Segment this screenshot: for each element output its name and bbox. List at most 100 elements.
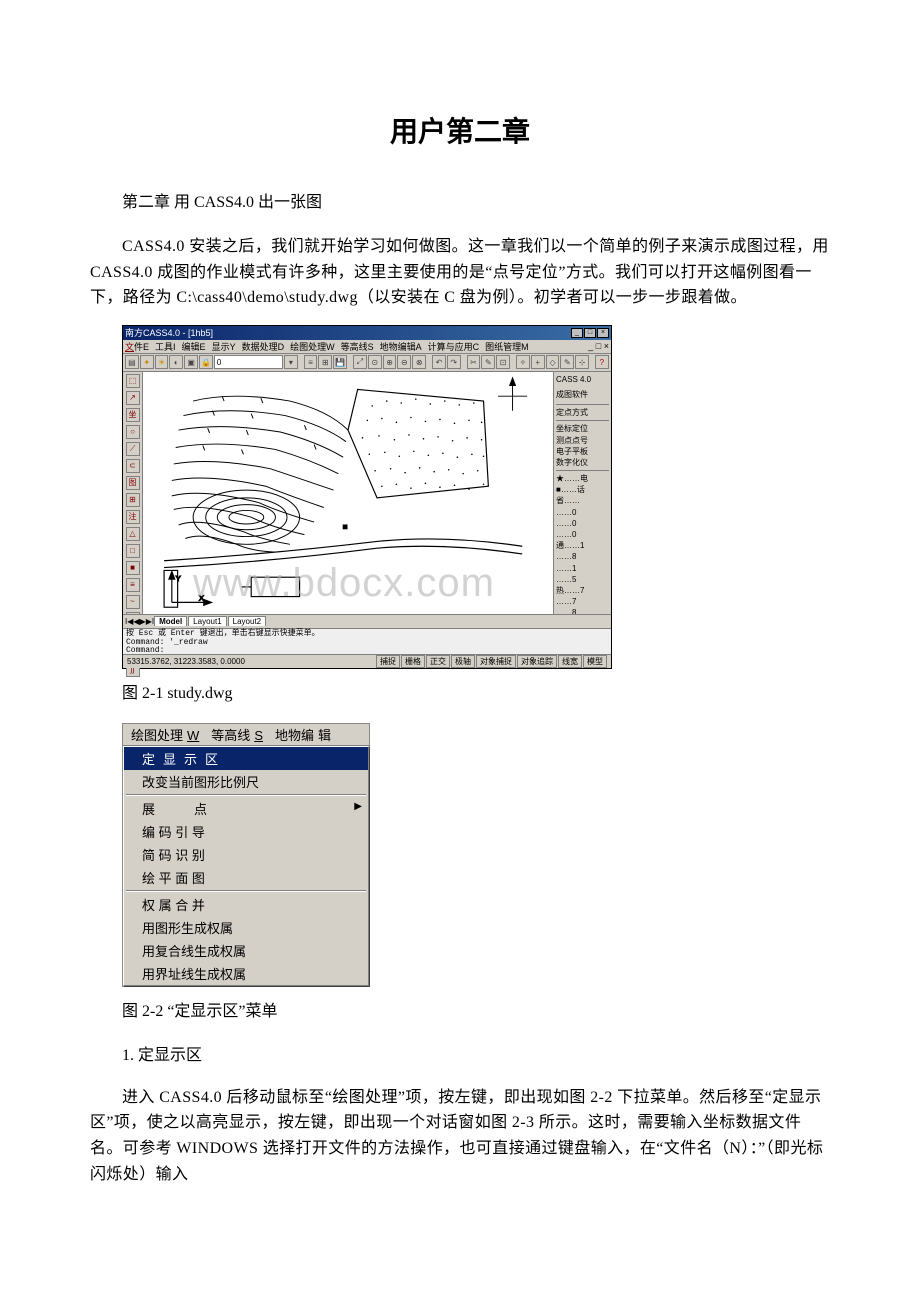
right-item[interactable]: 坐标定位 — [556, 423, 609, 434]
right-item[interactable]: 省…… — [556, 495, 609, 506]
status-lwt[interactable]: 线宽 — [558, 655, 582, 668]
command-area[interactable]: 按 Esc 或 Enter 键退出，单击右键显示快捷菜单。 Command: '… — [123, 628, 611, 654]
tab-layout1[interactable]: Layout1 — [188, 616, 226, 626]
right-item[interactable]: ……0 — [556, 529, 609, 540]
minimize-button[interactable]: _ — [571, 328, 583, 338]
mdi-min[interactable]: _ — [588, 341, 593, 351]
tb-lock-icon[interactable]: 🔒 — [199, 355, 213, 369]
status-ortho[interactable]: 正交 — [426, 655, 450, 668]
tb-save-icon[interactable]: 💾 — [333, 355, 347, 369]
right-item[interactable]: 数字化仪 — [556, 457, 609, 468]
menu-calc[interactable]: 计算与应用C — [428, 340, 480, 353]
lt-icon[interactable]: △ — [126, 527, 140, 541]
right-item[interactable]: ……0 — [556, 507, 609, 518]
lt-icon[interactable]: ○ — [126, 425, 140, 439]
menu-edit[interactable]: 编辑E — [182, 340, 206, 353]
lt-icon[interactable]: □ — [126, 544, 140, 558]
lt-icon[interactable]: ⊞ — [126, 493, 140, 507]
drawing-canvas[interactable]: Y X www.bdocx.com — [143, 372, 553, 614]
menu-item-draw-plan[interactable]: 绘 平 面 图 — [124, 866, 368, 889]
tb-icon[interactable]: ⊕ — [383, 355, 397, 369]
status-osnap[interactable]: 对象捕捉 — [476, 655, 516, 668]
right-item[interactable]: ……7 — [556, 596, 609, 607]
menu-item-code-guide[interactable]: 编 码 引 导 — [124, 820, 368, 843]
mdi-close[interactable]: × — [604, 341, 609, 351]
lt-icon[interactable]: ■ — [126, 561, 140, 575]
menu-contour[interactable]: 等高线S — [207, 725, 271, 744]
menu-item-expand-point[interactable]: 展 点 ▶ — [124, 797, 368, 820]
menu-sheet[interactable]: 图纸管理M — [485, 340, 529, 353]
menu-item-define-display[interactable]: 定显示区 — [124, 747, 368, 770]
tb-icon[interactable]: ⊖ — [397, 355, 411, 369]
tab-nav-last[interactable]: ▶I — [146, 617, 154, 626]
tab-nav-first[interactable]: I◀ — [125, 617, 133, 626]
menu-item-polyline-ownership[interactable]: 用复合线生成权属 — [124, 939, 368, 962]
right-item[interactable]: ……8 — [556, 551, 609, 562]
right-item[interactable]: 测点点号 — [556, 435, 609, 446]
menu-item-boundary-ownership[interactable]: 用界址线生成权属 — [124, 962, 368, 985]
lt-icon[interactable]: 坐 — [126, 408, 140, 422]
lt-icon[interactable]: 图 — [126, 476, 140, 490]
menu-draw[interactable]: 绘图处理W — [290, 340, 335, 353]
tb-icon[interactable]: ☀ — [155, 355, 169, 369]
lt-icon[interactable]: ⬚ — [126, 374, 140, 388]
tb-icon[interactable]: ⊞ — [318, 355, 332, 369]
menu-feature[interactable]: 地物编辑A — [380, 340, 422, 353]
right-item[interactable]: 电子平板 — [556, 446, 609, 457]
menu-contour[interactable]: 等高线S — [341, 340, 374, 353]
tb-icon[interactable]: ⊹ — [575, 355, 589, 369]
menu-view[interactable]: 显示Y — [212, 340, 236, 353]
tb-icon[interactable]: ◐ — [169, 355, 183, 369]
maximize-button[interactable]: □ — [584, 328, 596, 338]
tb-icon[interactable]: ✂ — [467, 355, 481, 369]
tb-icon[interactable]: ⊗ — [412, 355, 426, 369]
lt-icon[interactable]: ~ — [126, 595, 140, 609]
menu-item-simple-code[interactable]: 简 码 识 别 — [124, 843, 368, 866]
tb-dd-icon[interactable]: ▾ — [284, 355, 298, 369]
menu-data[interactable]: 数据处理D — [242, 340, 285, 353]
status-otrack[interactable]: 对象追踪 — [517, 655, 557, 668]
lt-icon[interactable]: ≡ — [126, 578, 140, 592]
tb-icon[interactable]: ▤ — [125, 355, 139, 369]
right-item[interactable]: ……1 — [556, 563, 609, 574]
tab-layout2[interactable]: Layout2 — [228, 616, 266, 626]
menu-item-merge-ownership[interactable]: 权 属 合 并 — [124, 893, 368, 916]
menu-draw-proc[interactable]: 绘图处理W — [127, 725, 207, 744]
tb-icon[interactable]: ◇ — [546, 355, 560, 369]
right-item[interactable]: ……5 — [556, 574, 609, 585]
status-snap[interactable]: 捕捉 — [376, 655, 400, 668]
tab-model[interactable]: Model — [154, 616, 187, 626]
lt-icon[interactable]: ↗ — [126, 391, 140, 405]
tb-icon[interactable]: ≡ — [304, 355, 318, 369]
right-item[interactable]: 通……1 — [556, 540, 609, 551]
tb-help-icon[interactable]: ? — [595, 355, 609, 369]
status-model[interactable]: 模型 — [583, 655, 607, 668]
tb-icon[interactable]: ✎ — [560, 355, 574, 369]
right-item[interactable]: 热……7 — [556, 585, 609, 596]
lt-icon[interactable]: ⊂ — [126, 459, 140, 473]
right-item[interactable]: ……0 — [556, 518, 609, 529]
right-item[interactable]: ■……话 — [556, 484, 609, 495]
tb-redo-icon[interactable]: ↷ — [447, 355, 461, 369]
status-grid[interactable]: 栅格 — [401, 655, 425, 668]
tb-icon[interactable]: ✎ — [481, 355, 495, 369]
tb-icon[interactable]: ✧ — [516, 355, 530, 369]
menu-item-change-scale[interactable]: 改变当前图形比例尺 — [124, 770, 368, 793]
tb-icon[interactable]: ▣ — [184, 355, 198, 369]
mdi-max[interactable]: □ — [596, 341, 601, 351]
lt-icon[interactable]: ⟋ — [126, 442, 140, 456]
lt-icon[interactable]: 注 — [126, 510, 140, 524]
menu-tool[interactable]: 工具I — [155, 340, 176, 353]
tb-icon[interactable]: + — [531, 355, 545, 369]
tb-icon[interactable]: ⊡ — [496, 355, 510, 369]
close-button[interactable]: × — [597, 328, 609, 338]
right-item[interactable]: ★……电 — [556, 473, 609, 484]
tb-icon[interactable]: ⤢ — [353, 355, 367, 369]
tb-icon[interactable]: ⊙ — [368, 355, 382, 369]
tb-undo-icon[interactable]: ↶ — [432, 355, 446, 369]
menu-feature-edit[interactable]: 地物编辑 — [271, 725, 337, 744]
tb-icon[interactable]: ✦ — [140, 355, 154, 369]
menu-file[interactable]: 文件E — [125, 340, 149, 353]
status-polar[interactable]: 极轴 — [451, 655, 475, 668]
menu-item-shape-ownership[interactable]: 用图形生成权属 — [124, 916, 368, 939]
